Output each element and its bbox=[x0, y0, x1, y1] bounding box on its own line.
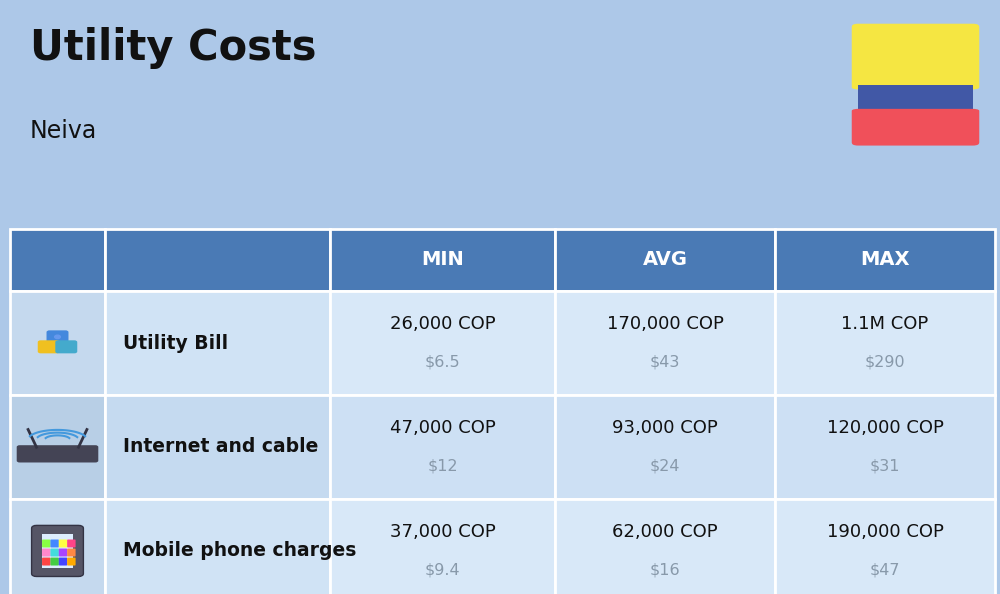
FancyBboxPatch shape bbox=[67, 539, 76, 548]
Text: Utility Bill: Utility Bill bbox=[123, 334, 228, 352]
FancyBboxPatch shape bbox=[555, 499, 775, 594]
FancyBboxPatch shape bbox=[105, 291, 330, 395]
FancyBboxPatch shape bbox=[105, 229, 330, 291]
FancyBboxPatch shape bbox=[47, 330, 68, 343]
FancyBboxPatch shape bbox=[38, 340, 60, 353]
FancyBboxPatch shape bbox=[10, 229, 105, 291]
Text: $290: $290 bbox=[865, 355, 905, 369]
FancyBboxPatch shape bbox=[850, 22, 981, 90]
FancyBboxPatch shape bbox=[59, 539, 67, 548]
Text: 170,000 COP: 170,000 COP bbox=[607, 315, 723, 333]
Text: 26,000 COP: 26,000 COP bbox=[390, 315, 495, 333]
FancyBboxPatch shape bbox=[50, 558, 59, 565]
FancyBboxPatch shape bbox=[330, 291, 555, 395]
Text: $24: $24 bbox=[650, 459, 680, 473]
FancyBboxPatch shape bbox=[105, 395, 330, 499]
Text: $31: $31 bbox=[870, 459, 900, 473]
FancyBboxPatch shape bbox=[775, 395, 995, 499]
Circle shape bbox=[55, 335, 60, 339]
FancyBboxPatch shape bbox=[330, 395, 555, 499]
FancyBboxPatch shape bbox=[330, 499, 555, 594]
Text: MAX: MAX bbox=[860, 251, 910, 269]
FancyBboxPatch shape bbox=[555, 395, 775, 499]
FancyBboxPatch shape bbox=[42, 548, 51, 557]
Text: $43: $43 bbox=[650, 355, 680, 369]
FancyBboxPatch shape bbox=[32, 525, 83, 576]
Text: Internet and cable: Internet and cable bbox=[123, 438, 318, 456]
FancyBboxPatch shape bbox=[775, 499, 995, 594]
FancyBboxPatch shape bbox=[555, 229, 775, 291]
FancyBboxPatch shape bbox=[105, 499, 330, 594]
Text: $6.5: $6.5 bbox=[425, 355, 460, 369]
FancyBboxPatch shape bbox=[775, 229, 995, 291]
Text: $47: $47 bbox=[870, 563, 900, 577]
FancyBboxPatch shape bbox=[50, 548, 59, 557]
Text: $9.4: $9.4 bbox=[425, 563, 460, 577]
Text: Utility Costs: Utility Costs bbox=[30, 27, 316, 69]
Text: MIN: MIN bbox=[421, 251, 464, 269]
FancyBboxPatch shape bbox=[10, 291, 105, 395]
Text: 93,000 COP: 93,000 COP bbox=[612, 419, 718, 437]
Text: 120,000 COP: 120,000 COP bbox=[827, 419, 943, 437]
Text: 1.1M COP: 1.1M COP bbox=[841, 315, 929, 333]
FancyBboxPatch shape bbox=[67, 548, 76, 557]
FancyBboxPatch shape bbox=[59, 558, 67, 565]
FancyBboxPatch shape bbox=[850, 109, 981, 147]
Text: 190,000 COP: 190,000 COP bbox=[827, 523, 943, 541]
FancyBboxPatch shape bbox=[555, 291, 775, 395]
Text: 47,000 COP: 47,000 COP bbox=[390, 419, 495, 437]
Text: Mobile phone charges: Mobile phone charges bbox=[123, 542, 356, 560]
FancyBboxPatch shape bbox=[775, 291, 995, 395]
FancyBboxPatch shape bbox=[10, 395, 105, 499]
FancyBboxPatch shape bbox=[67, 558, 76, 565]
FancyBboxPatch shape bbox=[17, 446, 98, 463]
FancyBboxPatch shape bbox=[42, 539, 51, 548]
FancyBboxPatch shape bbox=[42, 558, 51, 565]
Text: 62,000 COP: 62,000 COP bbox=[612, 523, 718, 541]
Text: Neiva: Neiva bbox=[30, 119, 97, 143]
FancyBboxPatch shape bbox=[55, 340, 77, 353]
FancyBboxPatch shape bbox=[42, 534, 73, 568]
FancyBboxPatch shape bbox=[10, 499, 105, 594]
FancyBboxPatch shape bbox=[858, 85, 973, 113]
FancyBboxPatch shape bbox=[330, 229, 555, 291]
Text: $16: $16 bbox=[650, 563, 680, 577]
Text: AVG: AVG bbox=[642, 251, 688, 269]
FancyBboxPatch shape bbox=[50, 539, 59, 548]
FancyBboxPatch shape bbox=[59, 548, 67, 557]
Text: $12: $12 bbox=[427, 459, 458, 473]
Text: 37,000 COP: 37,000 COP bbox=[390, 523, 495, 541]
